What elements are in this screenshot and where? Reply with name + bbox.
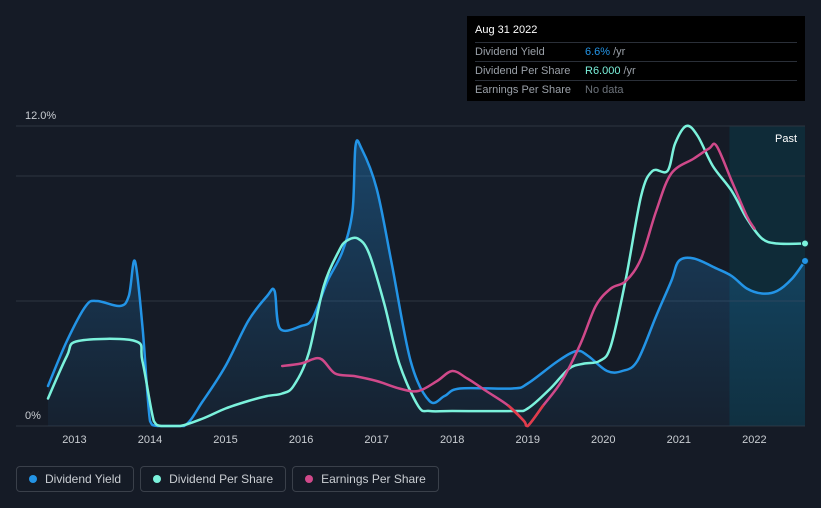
- legend-item-earnings-per-share[interactable]: Earnings Per Share: [292, 466, 439, 492]
- x-tick-label: 2021: [667, 434, 691, 446]
- tooltip-unit: /yr: [613, 46, 626, 58]
- x-tick-label: 2016: [289, 434, 313, 446]
- dividend-yield-line: [46, 139, 807, 428]
- x-tick-label: 2019: [515, 434, 539, 446]
- tooltip-date: Aug 31 2022: [475, 24, 538, 36]
- axis-labels: 12.0% 0% 2013 2014 2015 2016 2017 2018 2019 2020 2…: [25, 110, 767, 446]
- legend-label: Earnings Per Share: [321, 472, 426, 486]
- legend-item-dividend-per-share[interactable]: Dividend Per Share: [140, 466, 287, 492]
- x-tick-label: 2014: [138, 434, 162, 446]
- dividend-per-share-end-marker: [801, 239, 809, 248]
- x-tick-label: 2017: [364, 434, 388, 446]
- legend-label: Dividend Yield: [45, 472, 122, 486]
- legend-dot-icon: [29, 475, 37, 483]
- series-lines: [46, 124, 809, 428]
- y-tick-label: 12.0%: [25, 110, 56, 122]
- legend-label: Dividend Per Share: [169, 472, 274, 486]
- earnings-per-share-negative-segment: [507, 404, 545, 428]
- x-tick-label: 2022: [742, 434, 766, 446]
- legend-dot-icon: [305, 475, 314, 483]
- tooltip: Aug 31 2022 Dividend Yield 6.6% /yr Divi…: [467, 16, 805, 101]
- past-label: Past: [775, 133, 797, 145]
- tooltip-label: Dividend Yield: [475, 46, 545, 58]
- tooltip-value: No data: [585, 84, 624, 96]
- tooltip-row-dividend-per-share: Dividend Per Share R6.000 /yr: [475, 61, 797, 80]
- tooltip-label: Dividend Per Share: [475, 65, 571, 77]
- area-fills: [48, 140, 805, 426]
- legend: Dividend Yield Dividend Per Share Earnin…: [16, 466, 439, 492]
- tooltip-value: R6.000: [585, 65, 621, 77]
- y-tick-label: 0%: [25, 410, 41, 422]
- dividend-per-share-line: [46, 124, 807, 428]
- tooltip-value: 6.6%: [585, 46, 611, 58]
- dividend-yield-area: [48, 140, 805, 426]
- x-tick-label: 2020: [591, 434, 615, 446]
- x-tick-label: 2013: [62, 434, 86, 446]
- x-tick-label: 2018: [440, 434, 464, 446]
- tooltip-row-earnings-per-share: Earnings Per Share No data: [475, 80, 797, 99]
- tooltip-unit: /yr: [623, 65, 636, 77]
- tooltip-row-dividend-yield: Dividend Yield 6.6% /yr: [475, 42, 797, 61]
- legend-dot-icon: [153, 475, 162, 483]
- legend-item-dividend-yield[interactable]: Dividend Yield: [16, 466, 135, 492]
- x-tick-label: 2015: [213, 434, 237, 446]
- tooltip-label: Earnings Per Share: [475, 84, 571, 96]
- dividend-yield-end-marker: [801, 257, 809, 265]
